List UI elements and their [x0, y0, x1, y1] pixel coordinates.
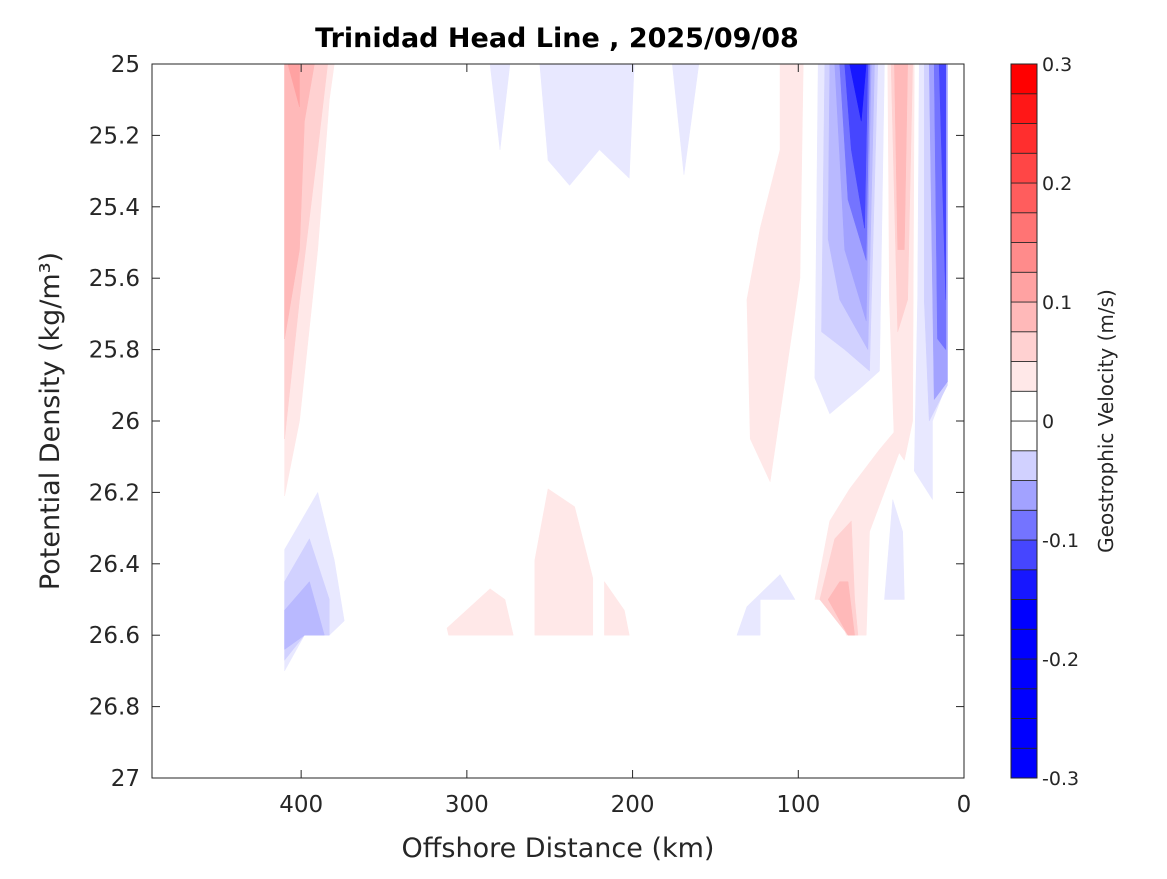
- colorbar-tick-label: 0.1: [1042, 292, 1072, 314]
- y-tick-label: 25.4: [89, 195, 140, 221]
- colorbar-band: [1010, 361, 1038, 392]
- x-tick-label: 400: [279, 792, 323, 818]
- colorbar-band: [1010, 688, 1038, 719]
- colorbar-band: [1010, 628, 1038, 660]
- colorbar-band: [1010, 450, 1038, 481]
- y-tick-label: 25.6: [89, 266, 140, 292]
- colorbar-band: [1010, 242, 1038, 273]
- contour-region-blue-230km-l1: [539, 63, 635, 186]
- y-tick-label: 25.2: [89, 123, 140, 149]
- contour-regions: [284, 63, 948, 672]
- contour-region-blue-130km-l1: [736, 574, 796, 636]
- colorbar-tick-label: -0.3: [1042, 768, 1079, 790]
- colorbar-band: [1010, 212, 1038, 243]
- contour-region-blue-280km-l1: [489, 63, 511, 150]
- contour-region-red-290km-l1: [446, 588, 514, 636]
- contour-region-red-60km-lower-l3: [827, 581, 855, 636]
- colorbar-label: Geostrophic Velocity (m/s): [1094, 289, 1118, 553]
- colorbar-band: [1010, 539, 1038, 571]
- colorbar-band: [1010, 420, 1038, 452]
- y-tick-label: 26.4: [89, 552, 140, 578]
- colorbar-band: [1010, 480, 1038, 511]
- colorbar-frame: [1010, 63, 1038, 779]
- contour-region-blue-400km-l3: [284, 581, 325, 650]
- colorbar-band: [1010, 747, 1038, 779]
- y-tick-label: 25.8: [89, 338, 140, 364]
- colorbar-tick-label: 0.2: [1042, 173, 1072, 195]
- colorbar-band: [1010, 658, 1038, 690]
- y-axis-label: Potential Density (kg/m³): [35, 252, 66, 590]
- y-tick-label: 25: [111, 52, 140, 78]
- x-axis-label: Offshore Distance (km): [402, 833, 715, 864]
- colorbar-band: [1010, 271, 1038, 303]
- x-tick-label: 100: [776, 792, 820, 818]
- axis-ticks: 400 300 200 100 0 25 25.2 25.4 25.6 25.8 26 26.2 26.…: [89, 52, 972, 818]
- colorbar-tick-label: 0.3: [1042, 54, 1072, 76]
- x-tick-label: 0: [957, 792, 972, 818]
- chart-title: Trinidad Head Line , 2025/09/08: [315, 23, 799, 54]
- y-tick-label: 27: [111, 766, 140, 792]
- x-tick-label: 300: [445, 792, 489, 818]
- colorbar-band: [1010, 509, 1038, 541]
- colorbar-tick-label: -0.2: [1042, 649, 1079, 671]
- x-tick-label: 200: [611, 792, 655, 818]
- colorbar-tick-label: 0: [1042, 411, 1054, 433]
- colorbar-band: [1010, 123, 1038, 154]
- colorbar-band: [1010, 182, 1038, 214]
- colorbar-band: [1010, 569, 1038, 600]
- y-tick-label: 26.2: [89, 480, 140, 506]
- contour-region-red-210km-l1: [604, 580, 630, 636]
- colorbar-band: [1010, 390, 1038, 422]
- colorbar-band: [1010, 301, 1038, 333]
- y-tick-label: 26.8: [89, 695, 140, 721]
- y-tick-label: 26.6: [89, 623, 140, 649]
- contour-region-red-110km-l1: [746, 63, 804, 483]
- colorbar-band: [1010, 152, 1038, 184]
- contour-region-red-250km-l1: [534, 488, 594, 636]
- colorbar-band: [1010, 93, 1038, 124]
- colorbar-band: [1010, 599, 1038, 630]
- y-tick-label: 26: [111, 409, 140, 435]
- colorbar: 0.3 0.2 0.1 0 -0.1 -0.2 -0.3: [1010, 54, 1079, 790]
- contour-region-blue-25km-lower-l1: [884, 499, 905, 600]
- colorbar-band: [1010, 331, 1038, 362]
- colorbar-band: [1010, 718, 1038, 749]
- contour-region-blue-170km-l1: [672, 63, 700, 175]
- colorbar-tick-label: -0.1: [1042, 530, 1079, 552]
- colorbar-band: [1010, 63, 1038, 95]
